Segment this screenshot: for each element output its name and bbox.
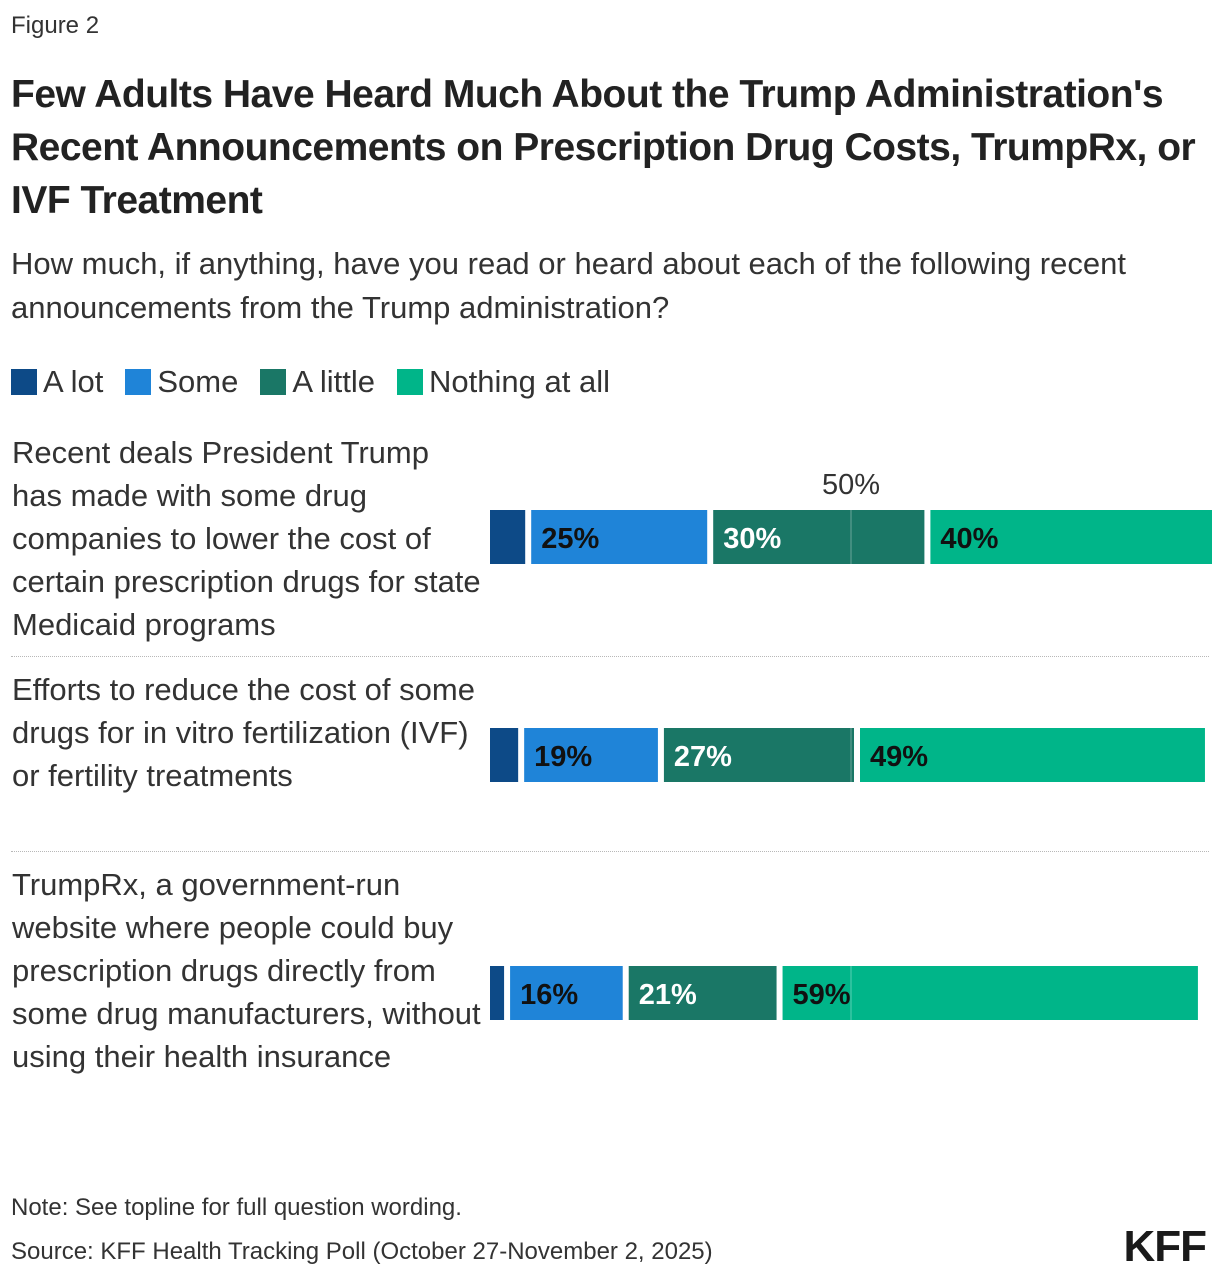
row-label-medicaid-deals: Recent deals President Trump has made wi… (12, 435, 481, 642)
row-divider (11, 656, 1209, 657)
legend-swatch-some (125, 369, 152, 395)
figure-label: Figure 2 (11, 12, 100, 39)
kff-logo: KFF (1123, 1222, 1207, 1271)
legend-label-a-little: A little (292, 364, 376, 399)
bar-some-row-3 (510, 966, 623, 1020)
data-label-some-row-2: 19% (534, 741, 592, 773)
bar-a-lot-row-3 (490, 966, 505, 1020)
data-label-some-row-3: 16% (520, 979, 578, 1011)
legend-swatch-a-lot (11, 369, 37, 395)
bar-a-little-row-1 (713, 510, 925, 564)
bar-nothing-at-all-row-1 (930, 510, 1212, 564)
data-label-nothing-at-all-row-3: 59% (793, 979, 851, 1011)
chart-note: Note: See topline for full question word… (11, 1194, 462, 1221)
data-label-nothing-at-all-row-2: 49% (870, 741, 928, 773)
chart-source: Source: KFF Health Tracking Poll (Octobe… (11, 1238, 713, 1265)
reference-line-label: 50% (822, 469, 880, 501)
data-label-some-row-1: 25% (541, 523, 599, 555)
row-label-ivf-costs: Efforts to reduce the cost of some drugs… (12, 672, 475, 793)
data-label-nothing-at-all-row-1: 40% (940, 523, 998, 555)
row-divider (11, 851, 1209, 852)
legend-label-a-lot: A lot (43, 364, 104, 399)
bar-some-row-2 (524, 728, 658, 782)
legend-item-a-little: A little (260, 364, 375, 400)
bar-nothing-at-all-row-2 (860, 728, 1205, 782)
bar-nothing-at-all-row-3 (782, 966, 1198, 1020)
legend-swatch-a-little (260, 369, 287, 395)
legend-label-some: Some (157, 364, 239, 399)
data-label-a-little-row-1: 30% (723, 523, 781, 555)
data-label-a-little-row-3: 21% (639, 979, 697, 1011)
bar-a-little-row-2 (663, 728, 854, 782)
bar-a-lot-row-2 (490, 728, 519, 782)
row-label-trumprx: TrumpRx, a government-run website where … (12, 867, 481, 1074)
legend-item-a-lot: A lot (11, 364, 103, 400)
bar-a-lot-row-1 (490, 510, 526, 564)
bar-some-row-1 (531, 510, 708, 564)
legend-item-nothing-at-all: Nothing at all (397, 364, 610, 400)
data-label-a-little-row-2: 27% (674, 741, 732, 773)
bar-a-little-row-3 (628, 966, 777, 1020)
legend-swatch-nothing-at-all (397, 369, 424, 395)
chart-subtitle: How much, if anything, have you read or … (11, 246, 1126, 325)
chart-title: Few Adults Have Heard Much About the Tru… (11, 73, 1196, 222)
legend-item-some: Some (125, 364, 238, 400)
legend: A lot Some A little Nothing at all (11, 362, 632, 402)
legend-label-nothing-at-all: Nothing at all (429, 364, 610, 399)
